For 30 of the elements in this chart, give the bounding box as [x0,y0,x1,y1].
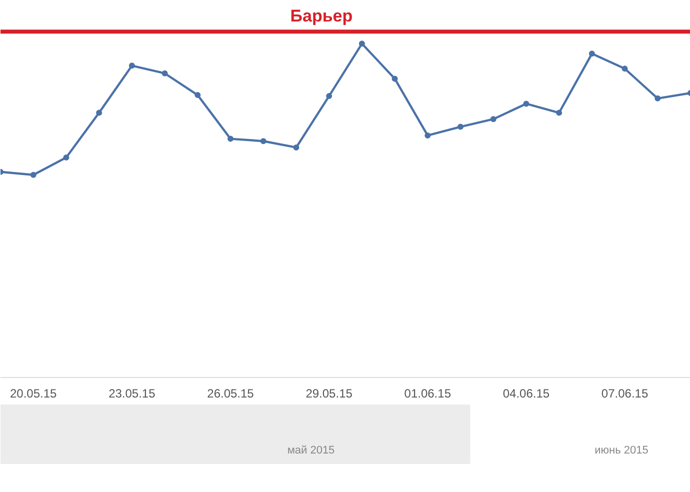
x-tick-label: 29.05.15 [306,386,353,400]
text: июнь 2015 [594,444,648,456]
point [622,66,628,72]
x-tick-label: 01.06.15 [404,386,452,400]
x-tick-label: 26.05.15 [207,386,254,400]
x-tick-label: 07.06.15 [601,386,648,400]
point [128,62,135,69]
point [392,76,398,82]
point [162,70,168,76]
x-tick-label: 04.06.15 [502,386,550,400]
point [523,100,530,107]
point [358,40,365,47]
point [228,136,234,142]
point [63,154,70,160]
x-tick-label: 20.05.15 [10,386,58,400]
point [96,110,102,116]
ref-line-label: Барьер [290,6,353,26]
x-tick-label: 23.05.15 [108,386,156,400]
point [556,110,562,116]
point [194,92,201,98]
point [654,95,661,102]
point [458,124,464,130]
point [293,144,300,150]
point [588,50,595,57]
point [260,138,266,144]
point [326,93,332,100]
point [490,116,496,122]
point [30,172,36,178]
point [424,132,431,138]
text: май 2015 [287,444,335,456]
